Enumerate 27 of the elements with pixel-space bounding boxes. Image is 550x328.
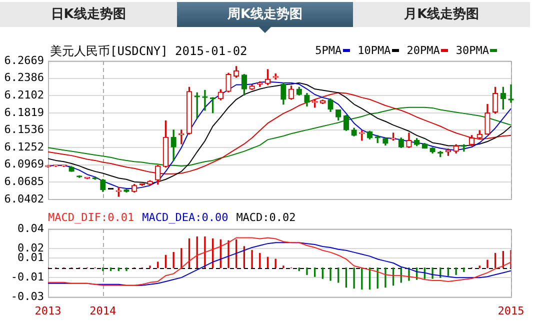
legend-label: 20PMA [406,44,440,57]
legend-label: 5PMA [315,44,342,57]
y-tick-label: -0.01 [10,270,44,284]
text: 日K线走势图 [0,2,177,27]
text: 周K线走势图 [176,2,354,27]
y-tick-label: 6.1252 [4,140,44,154]
y-tick-label: 6.2102 [4,88,44,102]
y-tick-label: 6.2669 [4,54,44,67]
text: MACD_DIF:0.01 [48,211,134,224]
y-tick-label: 0.04 [18,222,44,235]
y-tick-label: 6.1536 [4,123,44,136]
x-tick-label: 2013 [34,304,62,318]
y-tick-label: 0.01 [18,251,44,264]
y-tick-label: 6.1819 [4,106,44,119]
text: MACD_DEA:0.00 [142,211,228,224]
legend-label: 30PMA [456,44,489,57]
y-tick-label: -0.03 [10,290,44,303]
x-tick-label: 2014 [90,304,117,318]
x-tick-label: 2015 [498,304,524,318]
y-tick-label: 6.0685 [4,174,44,188]
chart-title: 美元人民币[USDCNY] 2015-01-02 [50,44,248,58]
legend-label: 10PMA [358,44,391,57]
y-tick-label: 6.0969 [4,158,44,171]
y-tick-label: 6.0402 [4,192,44,206]
series-label: MACD:0.02 [236,211,296,224]
text: 月K线走势图 [353,2,530,27]
y-tick-label: 6.2386 [4,71,44,84]
